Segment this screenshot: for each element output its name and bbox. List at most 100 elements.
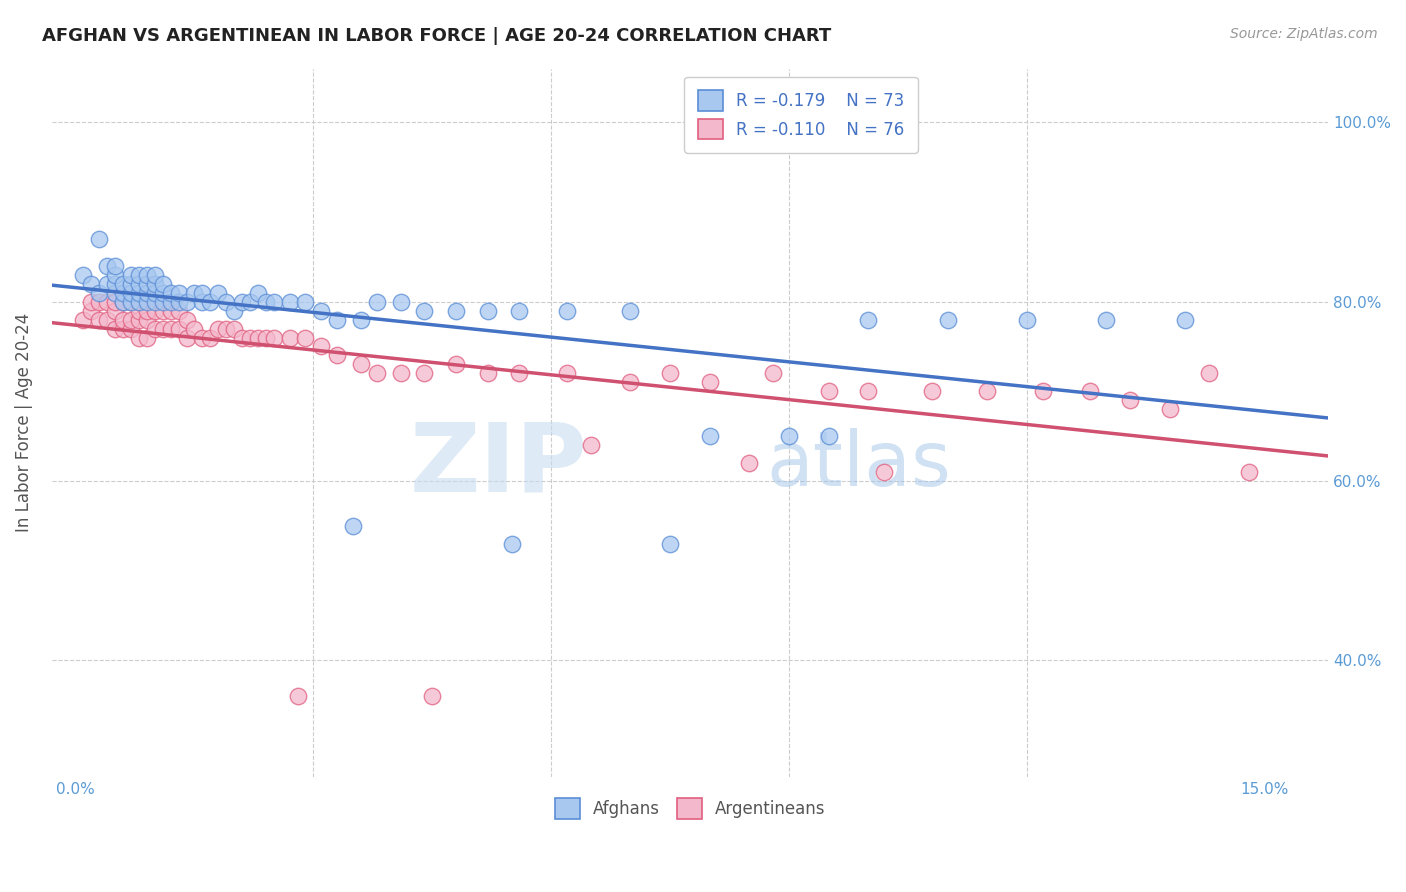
Point — [143, 285, 166, 300]
Point — [128, 294, 150, 309]
Point — [873, 465, 896, 479]
Point — [555, 303, 578, 318]
Point — [72, 268, 94, 282]
Point — [619, 303, 641, 318]
Point — [128, 312, 150, 326]
Point — [817, 384, 839, 399]
Text: Source: ZipAtlas.com: Source: ZipAtlas.com — [1230, 27, 1378, 41]
Point — [176, 330, 198, 344]
Point — [104, 321, 127, 335]
Point — [120, 268, 142, 282]
Point — [294, 330, 316, 344]
Point — [152, 277, 174, 291]
Point — [413, 367, 436, 381]
Point — [366, 294, 388, 309]
Point — [921, 384, 943, 399]
Point — [200, 294, 222, 309]
Point — [1174, 312, 1197, 326]
Point — [104, 268, 127, 282]
Point — [477, 303, 499, 318]
Point — [96, 277, 118, 291]
Point — [311, 339, 333, 353]
Point — [80, 294, 103, 309]
Point — [96, 259, 118, 273]
Point — [152, 294, 174, 309]
Point — [135, 294, 157, 309]
Point — [112, 285, 135, 300]
Point — [152, 285, 174, 300]
Point — [159, 285, 181, 300]
Point — [89, 285, 111, 300]
Point — [191, 330, 214, 344]
Point — [112, 321, 135, 335]
Point — [135, 277, 157, 291]
Point — [659, 537, 682, 551]
Point — [254, 330, 277, 344]
Point — [762, 367, 785, 381]
Point — [80, 277, 103, 291]
Point — [128, 303, 150, 318]
Point — [936, 312, 959, 326]
Point — [215, 321, 238, 335]
Point — [501, 537, 523, 551]
Point — [104, 303, 127, 318]
Point — [183, 321, 205, 335]
Point — [207, 285, 229, 300]
Point — [1015, 312, 1038, 326]
Legend: Afghans, Argentineans: Afghans, Argentineans — [548, 791, 832, 825]
Point — [1032, 384, 1054, 399]
Point — [89, 232, 111, 246]
Point — [858, 384, 880, 399]
Point — [104, 277, 127, 291]
Point — [1078, 384, 1101, 399]
Point — [104, 294, 127, 309]
Y-axis label: In Labor Force | Age 20-24: In Labor Force | Age 20-24 — [15, 313, 32, 533]
Point — [159, 321, 181, 335]
Point — [120, 294, 142, 309]
Point — [350, 358, 373, 372]
Point — [1198, 367, 1220, 381]
Point — [191, 294, 214, 309]
Point — [72, 312, 94, 326]
Point — [143, 294, 166, 309]
Point — [231, 294, 253, 309]
Text: ZIP: ZIP — [411, 418, 588, 512]
Point — [619, 376, 641, 390]
Point — [699, 429, 721, 443]
Point — [112, 294, 135, 309]
Point — [342, 518, 364, 533]
Point — [287, 689, 309, 703]
Point — [128, 277, 150, 291]
Point — [120, 285, 142, 300]
Point — [579, 438, 602, 452]
Point — [389, 294, 412, 309]
Point — [135, 285, 157, 300]
Point — [444, 358, 467, 372]
Point — [112, 312, 135, 326]
Point — [278, 294, 301, 309]
Point — [89, 294, 111, 309]
Point — [215, 294, 238, 309]
Point — [104, 259, 127, 273]
Point — [176, 312, 198, 326]
Point — [183, 285, 205, 300]
Point — [778, 429, 800, 443]
Point — [143, 321, 166, 335]
Point — [176, 294, 198, 309]
Point — [128, 294, 150, 309]
Point — [699, 376, 721, 390]
Point — [167, 294, 190, 309]
Point — [167, 285, 190, 300]
Point — [366, 367, 388, 381]
Point — [477, 367, 499, 381]
Point — [112, 294, 135, 309]
Point — [143, 268, 166, 282]
Point — [444, 303, 467, 318]
Point — [120, 321, 142, 335]
Point — [263, 294, 285, 309]
Point — [128, 285, 150, 300]
Point — [294, 294, 316, 309]
Point — [1159, 402, 1181, 417]
Point — [254, 294, 277, 309]
Point — [191, 285, 214, 300]
